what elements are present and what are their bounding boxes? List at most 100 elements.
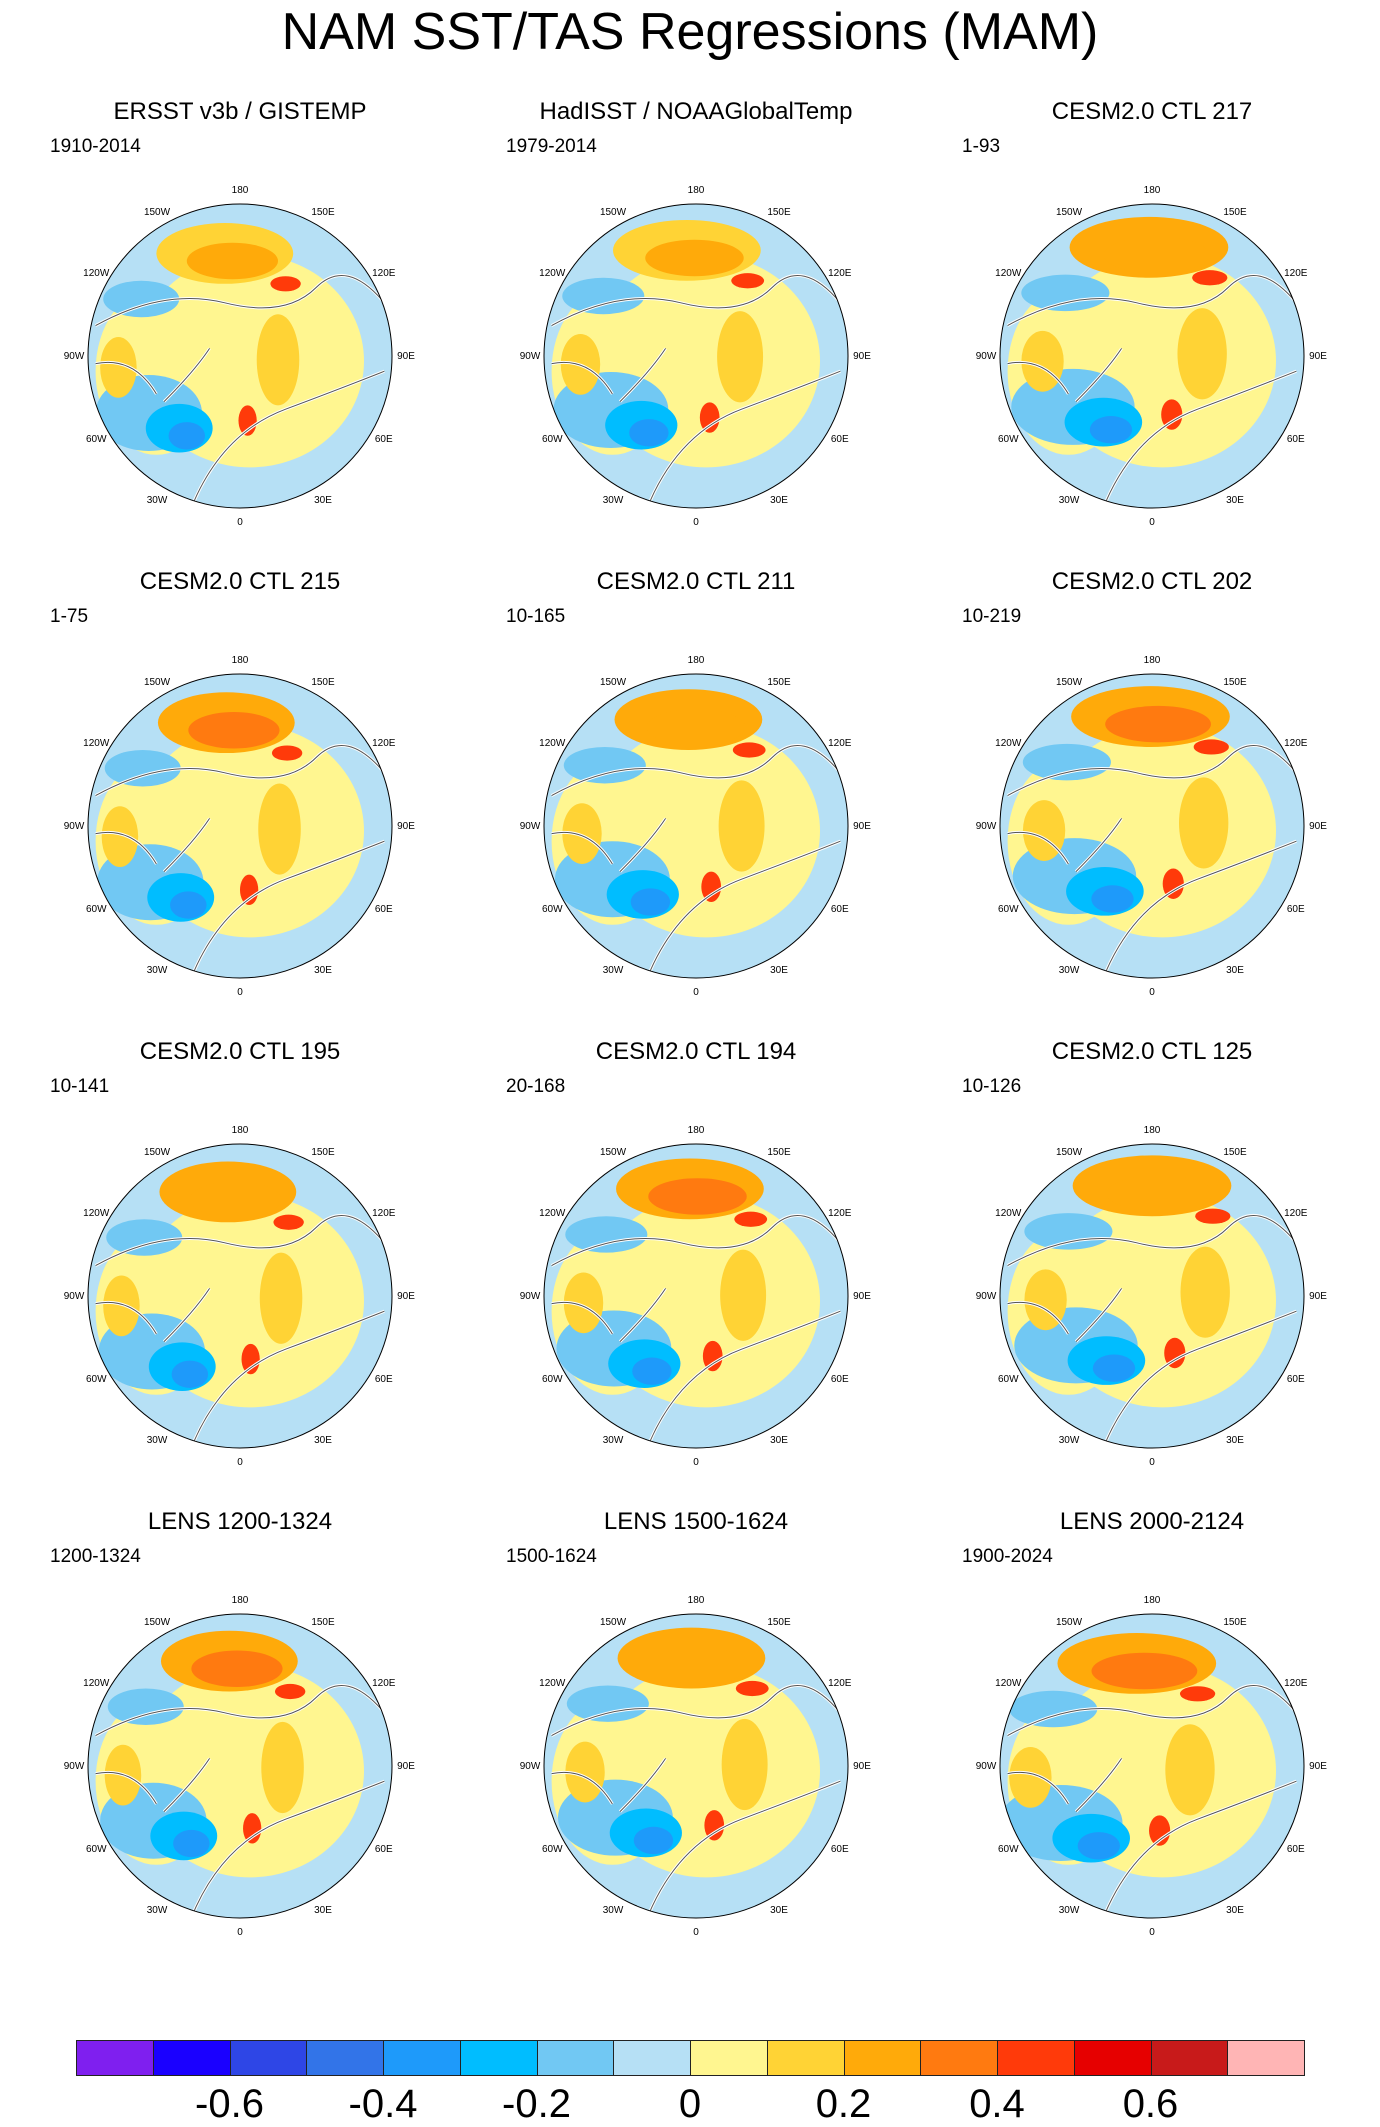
anomaly-contour: [731, 273, 765, 289]
longitude-label: 30E: [1226, 965, 1244, 976]
coastline: [551, 1684, 841, 1911]
map-border: [999, 203, 1305, 509]
polar-map: 180 150E 120E 90E 60E 30E 0 30W 60W 90W 120W 150W: [496, 626, 896, 1026]
anomaly-contour: [1021, 274, 1110, 312]
anomaly-contour: [171, 1360, 209, 1388]
longitude-label: 30W: [1059, 495, 1080, 506]
anomaly-contour: [100, 337, 137, 398]
map-panel: CESM2.0 CTL 217 1-93 180 150E 120E 90E 60E 30E 0…: [922, 98, 1380, 568]
longitude-label: 120E: [828, 268, 852, 279]
longitude-label: 120W: [539, 1678, 566, 1689]
longitude-label: 120E: [372, 268, 396, 279]
longitude-label: 180: [1144, 1595, 1161, 1606]
anomaly-contour: [562, 277, 645, 315]
polar-map: 180 150E 120E 90E 60E 30E 0 30W 60W 90W 120W 150W: [952, 626, 1352, 1026]
longitude-label: 90W: [520, 1291, 541, 1302]
anomaly-contour: [1103, 236, 1210, 274]
longitude-label: 0: [237, 1457, 243, 1468]
longitude-label: 90W: [976, 351, 997, 362]
map-panel: CESM2.0 CTL 202 10-219 180 150E 120E 90E 60E 30…: [922, 568, 1380, 1038]
longitude-label: 30E: [770, 965, 788, 976]
longitude-label: 120W: [83, 1208, 110, 1219]
longitude-label: 60W: [998, 434, 1019, 445]
longitude-label: 150W: [1056, 677, 1083, 688]
longitude-label: 150E: [1223, 677, 1247, 688]
anomaly-contour: [104, 750, 181, 787]
longitude-label: 0: [1149, 987, 1155, 998]
anomaly-contour: [1024, 1269, 1067, 1331]
panel-title: CESM2.0 CTL 194: [595, 1038, 797, 1065]
colorbar-swatch: [1227, 2040, 1305, 2076]
longitude-label: 60E: [1287, 1374, 1305, 1385]
map-border: [87, 1143, 393, 1449]
longitude-label: 120W: [539, 268, 566, 279]
longitude-label: 90W: [64, 821, 85, 832]
longitude-label: 90E: [853, 821, 871, 832]
coastline: [1007, 744, 1297, 971]
longitude-label: 120W: [995, 268, 1022, 279]
map-panel: CESM2.0 CTL 194 20-168 180 150E 120E 90E 60E 30…: [466, 1038, 926, 1508]
panel-years: 10-219: [962, 606, 1022, 627]
anomaly-contour: [1149, 1815, 1171, 1846]
anomaly-contour: [646, 708, 746, 746]
polar-map: 180 150E 120E 90E 60E 30E 0 30W 60W 90W 120W 150W: [952, 156, 1352, 556]
anomaly-contour: [1106, 1175, 1213, 1212]
longitude-label: 150E: [1223, 207, 1247, 218]
longitude-label: 120E: [1284, 268, 1308, 279]
longitude-label: 30W: [147, 495, 168, 506]
panel-years: 1-93: [962, 136, 1001, 157]
longitude-label: 120E: [372, 1678, 396, 1689]
field-shading: [1000, 1144, 1304, 1448]
longitude-label: 90W: [976, 1761, 997, 1772]
longitude-label: 120E: [1284, 738, 1308, 749]
map-panel: CESM2.0 CTL 215 1-75 180 150E 120E 90E 60E 30E 0…: [10, 568, 470, 1038]
anomaly-contour: [704, 1810, 725, 1841]
longitude-label: 90E: [397, 1761, 415, 1772]
map-border: [543, 673, 849, 979]
longitude-label: 30E: [1226, 1905, 1244, 1916]
longitude-label: 90E: [1309, 351, 1327, 362]
anomaly-contour: [645, 239, 744, 277]
map-panel: LENS 2000-2124 1900-2024 180 150E 120E 90E 60E…: [922, 1508, 1380, 1978]
longitude-label: 150W: [144, 1617, 171, 1628]
anomaly-contour: [173, 1829, 210, 1858]
longitude-label: 90E: [1309, 1291, 1327, 1302]
longitude-label: 30E: [770, 495, 788, 506]
anomaly-contour: [1192, 270, 1228, 286]
longitude-label: 90E: [397, 1291, 415, 1302]
polar-map: 180 150E 120E 90E 60E 30E 0 30W 60W 90W 120W 150W: [40, 626, 440, 1026]
longitude-label: 30E: [1226, 495, 1244, 506]
longitude-label: 60W: [542, 904, 563, 915]
panel-years: 1-75: [50, 606, 89, 627]
coastline: [95, 1214, 385, 1441]
longitude-label: 120E: [828, 1678, 852, 1689]
anomaly-contour: [103, 1275, 140, 1337]
polar-map: 180 150E 120E 90E 60E 30E 0 30W 60W 90W 120W 150W: [496, 156, 896, 556]
field-shading: [88, 1144, 392, 1448]
map-border: [999, 673, 1305, 979]
anomaly-contour: [632, 1357, 672, 1385]
anomaly-contour: [1009, 1747, 1052, 1808]
coastline: [1007, 274, 1297, 501]
longitude-label: 0: [693, 1457, 699, 1468]
anomaly-contour: [259, 1252, 303, 1344]
longitude-label: 30W: [1059, 1905, 1080, 1916]
longitude-label: 120W: [83, 738, 110, 749]
field-shading: [544, 1144, 848, 1448]
anomaly-contour: [258, 783, 301, 875]
longitude-label: 180: [688, 1595, 705, 1606]
longitude-label: 150E: [311, 207, 335, 218]
anomaly-contour: [1091, 885, 1134, 913]
anomaly-contour: [186, 242, 278, 280]
polar-map: 180 150E 120E 90E 60E 30E 0 30W 60W 90W 120W 150W: [496, 1566, 896, 1966]
field-shading: [88, 674, 392, 978]
longitude-label: 60W: [86, 904, 107, 915]
longitude-label: 90E: [853, 1761, 871, 1772]
longitude-label: 30E: [1226, 1435, 1244, 1446]
longitude-label: 90W: [520, 351, 541, 362]
polar-map: 180 150E 120E 90E 60E 30E 0 30W 60W 90W 120W 150W: [40, 156, 440, 556]
anomaly-contour: [1092, 1354, 1136, 1382]
longitude-label: 120E: [828, 1208, 852, 1219]
longitude-label: 30E: [770, 1905, 788, 1916]
anomaly-contour: [1009, 1690, 1098, 1728]
